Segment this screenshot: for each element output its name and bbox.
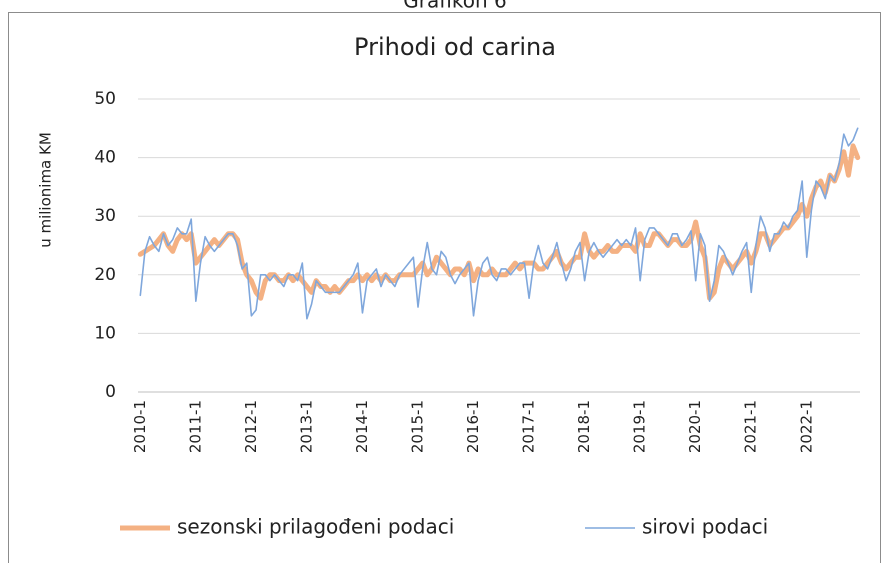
y-tick-label: 50: [94, 89, 116, 109]
x-tick-label: 2010-1: [131, 400, 149, 453]
x-tick-label: 2013-1: [297, 400, 315, 453]
legend-label: sirovi podaci: [642, 515, 768, 539]
chart-title: Prihodi od carina: [354, 33, 556, 61]
y-tick-label: 10: [94, 323, 116, 343]
x-tick-label: 2019-1: [631, 400, 649, 453]
x-tick-label: 2012-1: [242, 400, 260, 453]
x-tick-label: 2018-1: [575, 400, 593, 453]
x-tick-label: 2017-1: [520, 400, 538, 453]
caption: Grafikon 6: [403, 0, 506, 13]
x-tick-label: 2016-1: [464, 400, 482, 453]
x-tick-label: 2022-1: [797, 400, 815, 453]
x-tick-label: 2021-1: [742, 400, 760, 453]
series-line: [139, 127, 859, 320]
legend-label: sezonski prilagođeni podaci: [177, 515, 454, 539]
y-tick-label: 40: [94, 148, 116, 168]
x-tick-label: 2020-1: [686, 400, 704, 453]
y-tick-label: 0: [105, 382, 116, 402]
y-tick-label: 30: [94, 206, 116, 226]
chart-frame: [8, 12, 881, 563]
x-tick-label: 2014-1: [353, 400, 371, 453]
y-axis-label: u milionima KM: [37, 132, 55, 248]
y-tick-label: 20: [94, 265, 116, 285]
x-tick-label: 2011-1: [186, 400, 204, 453]
x-tick-label: 2015-1: [409, 400, 427, 453]
